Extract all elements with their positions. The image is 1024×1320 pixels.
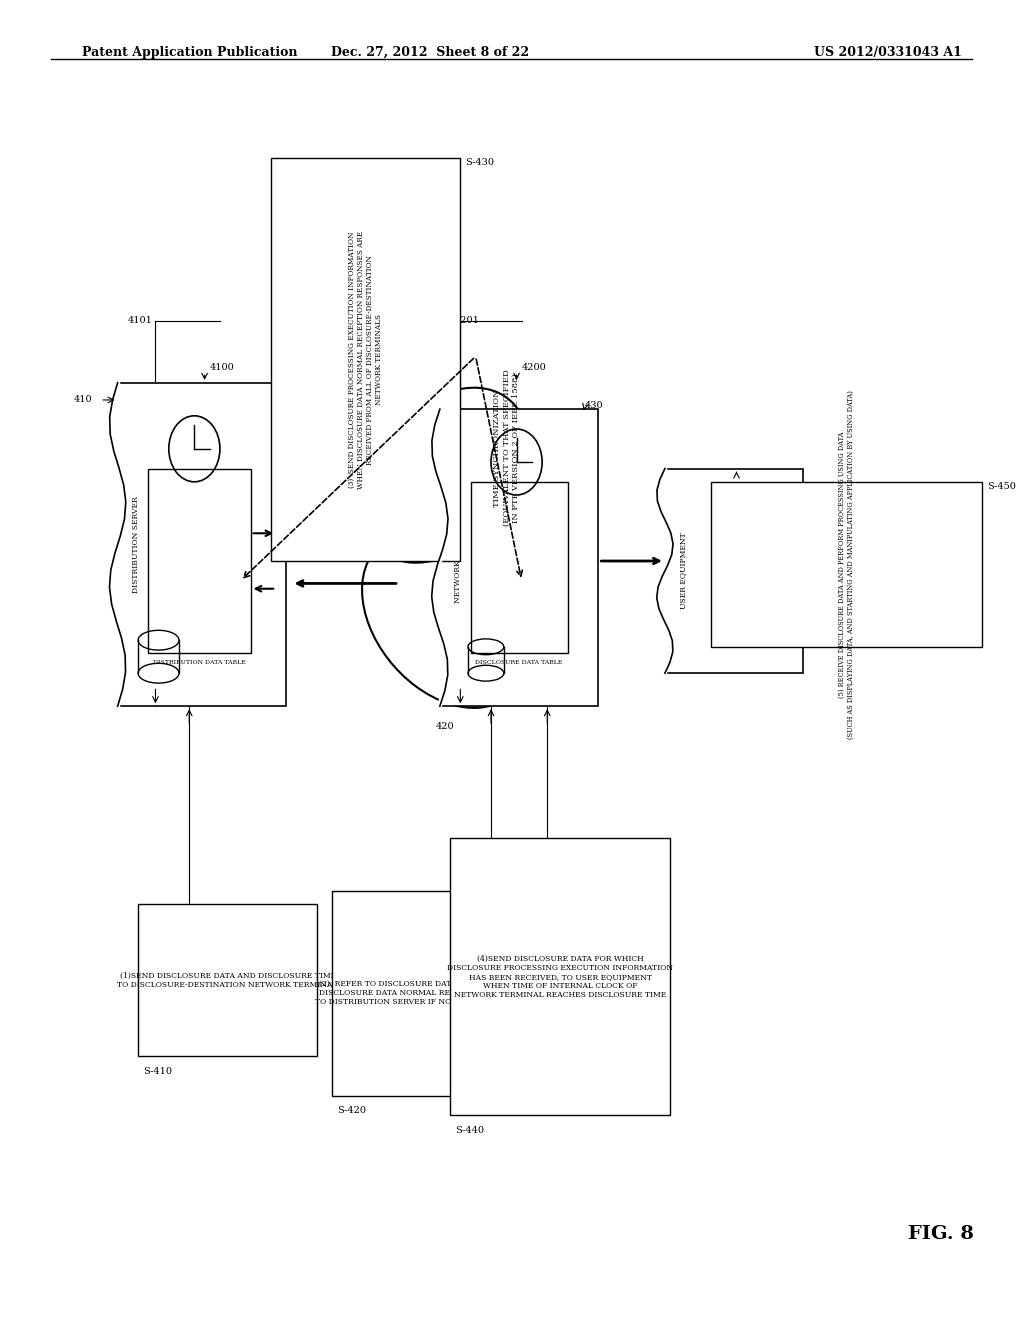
Text: 4201: 4201 bbox=[456, 317, 480, 325]
Text: 410: 410 bbox=[74, 396, 92, 404]
Bar bbox=[118, 383, 287, 706]
Bar bbox=[471, 482, 567, 653]
Text: TIME SYNCHRONIZATION
(EQUIVALENT TO THAT SPECIFIED
IN PTP VERSION 2 OF IEEE 1588: TIME SYNCHRONIZATION (EQUIVALENT TO THAT… bbox=[494, 370, 519, 527]
Text: 420: 420 bbox=[435, 722, 455, 730]
Text: US 2012/0331043 A1: US 2012/0331043 A1 bbox=[814, 46, 962, 59]
Bar bbox=[138, 904, 317, 1056]
Bar bbox=[271, 158, 461, 561]
Text: (3)  SEND DISCLOSURE PROCESSING EXECUTION INFORMATION
WHEN DISCLOSURE DATA NORMA: (3) SEND DISCLOSURE PROCESSING EXECUTION… bbox=[348, 231, 383, 488]
Text: Dec. 27, 2012  Sheet 8 of 22: Dec. 27, 2012 Sheet 8 of 22 bbox=[331, 46, 528, 59]
Bar bbox=[665, 469, 803, 673]
Text: Patent Application Publication: Patent Application Publication bbox=[82, 46, 297, 59]
Text: (2)  REFER TO DISCLOSURE DATA TABLE  AND SEND
DISCLOSURE DATA NORMAL RECEPTION R: (2) REFER TO DISCLOSURE DATA TABLE AND S… bbox=[315, 979, 539, 1006]
Text: S-440: S-440 bbox=[456, 1126, 484, 1135]
Text: (1)SEND DISCLOSURE DATA AND DISCLOSURE TIME
TO DISCLOSURE-DESTINATION NETWORK TE: (1)SEND DISCLOSURE DATA AND DISCLOSURE T… bbox=[118, 972, 338, 989]
Text: DISTRIBUTION DATA TABLE: DISTRIBUTION DATA TABLE bbox=[154, 660, 246, 665]
Text: DISTRIBUTION SERVER: DISTRIBUTION SERVER bbox=[132, 496, 140, 593]
Text: S-410: S-410 bbox=[143, 1067, 172, 1076]
Text: 4200: 4200 bbox=[521, 363, 547, 372]
Text: (4)SEND DISCLOSURE DATA FOR WHICH
DISCLOSURE PROCESSING EXECUTION INFORMATION
HA: (4)SEND DISCLOSURE DATA FOR WHICH DISCLO… bbox=[446, 954, 673, 999]
Bar bbox=[451, 838, 670, 1115]
Bar bbox=[440, 409, 598, 706]
Text: S-450: S-450 bbox=[987, 482, 1016, 491]
Text: DISCLOSURE DATA TABLE: DISCLOSURE DATA TABLE bbox=[475, 660, 563, 665]
Text: USER EQUIPMENT: USER EQUIPMENT bbox=[679, 532, 687, 610]
Text: S-420: S-420 bbox=[338, 1106, 367, 1115]
Bar bbox=[711, 482, 982, 647]
Text: 4100: 4100 bbox=[210, 363, 234, 372]
Text: S-430: S-430 bbox=[466, 158, 495, 168]
Bar bbox=[148, 469, 251, 653]
Text: NETWORK TERMINAL: NETWORK TERMINAL bbox=[455, 513, 462, 602]
Text: 430: 430 bbox=[585, 401, 604, 409]
Text: FIG. 8: FIG. 8 bbox=[908, 1225, 974, 1243]
Bar bbox=[333, 891, 521, 1096]
Text: 4101: 4101 bbox=[128, 317, 153, 325]
Text: (5) RECEIVE DISCLOSURE DATA AND PERFORM PROCESSING USING DATA
(SUCH AS DISPLAYIN: (5) RECEIVE DISCLOSURE DATA AND PERFORM … bbox=[838, 389, 855, 739]
